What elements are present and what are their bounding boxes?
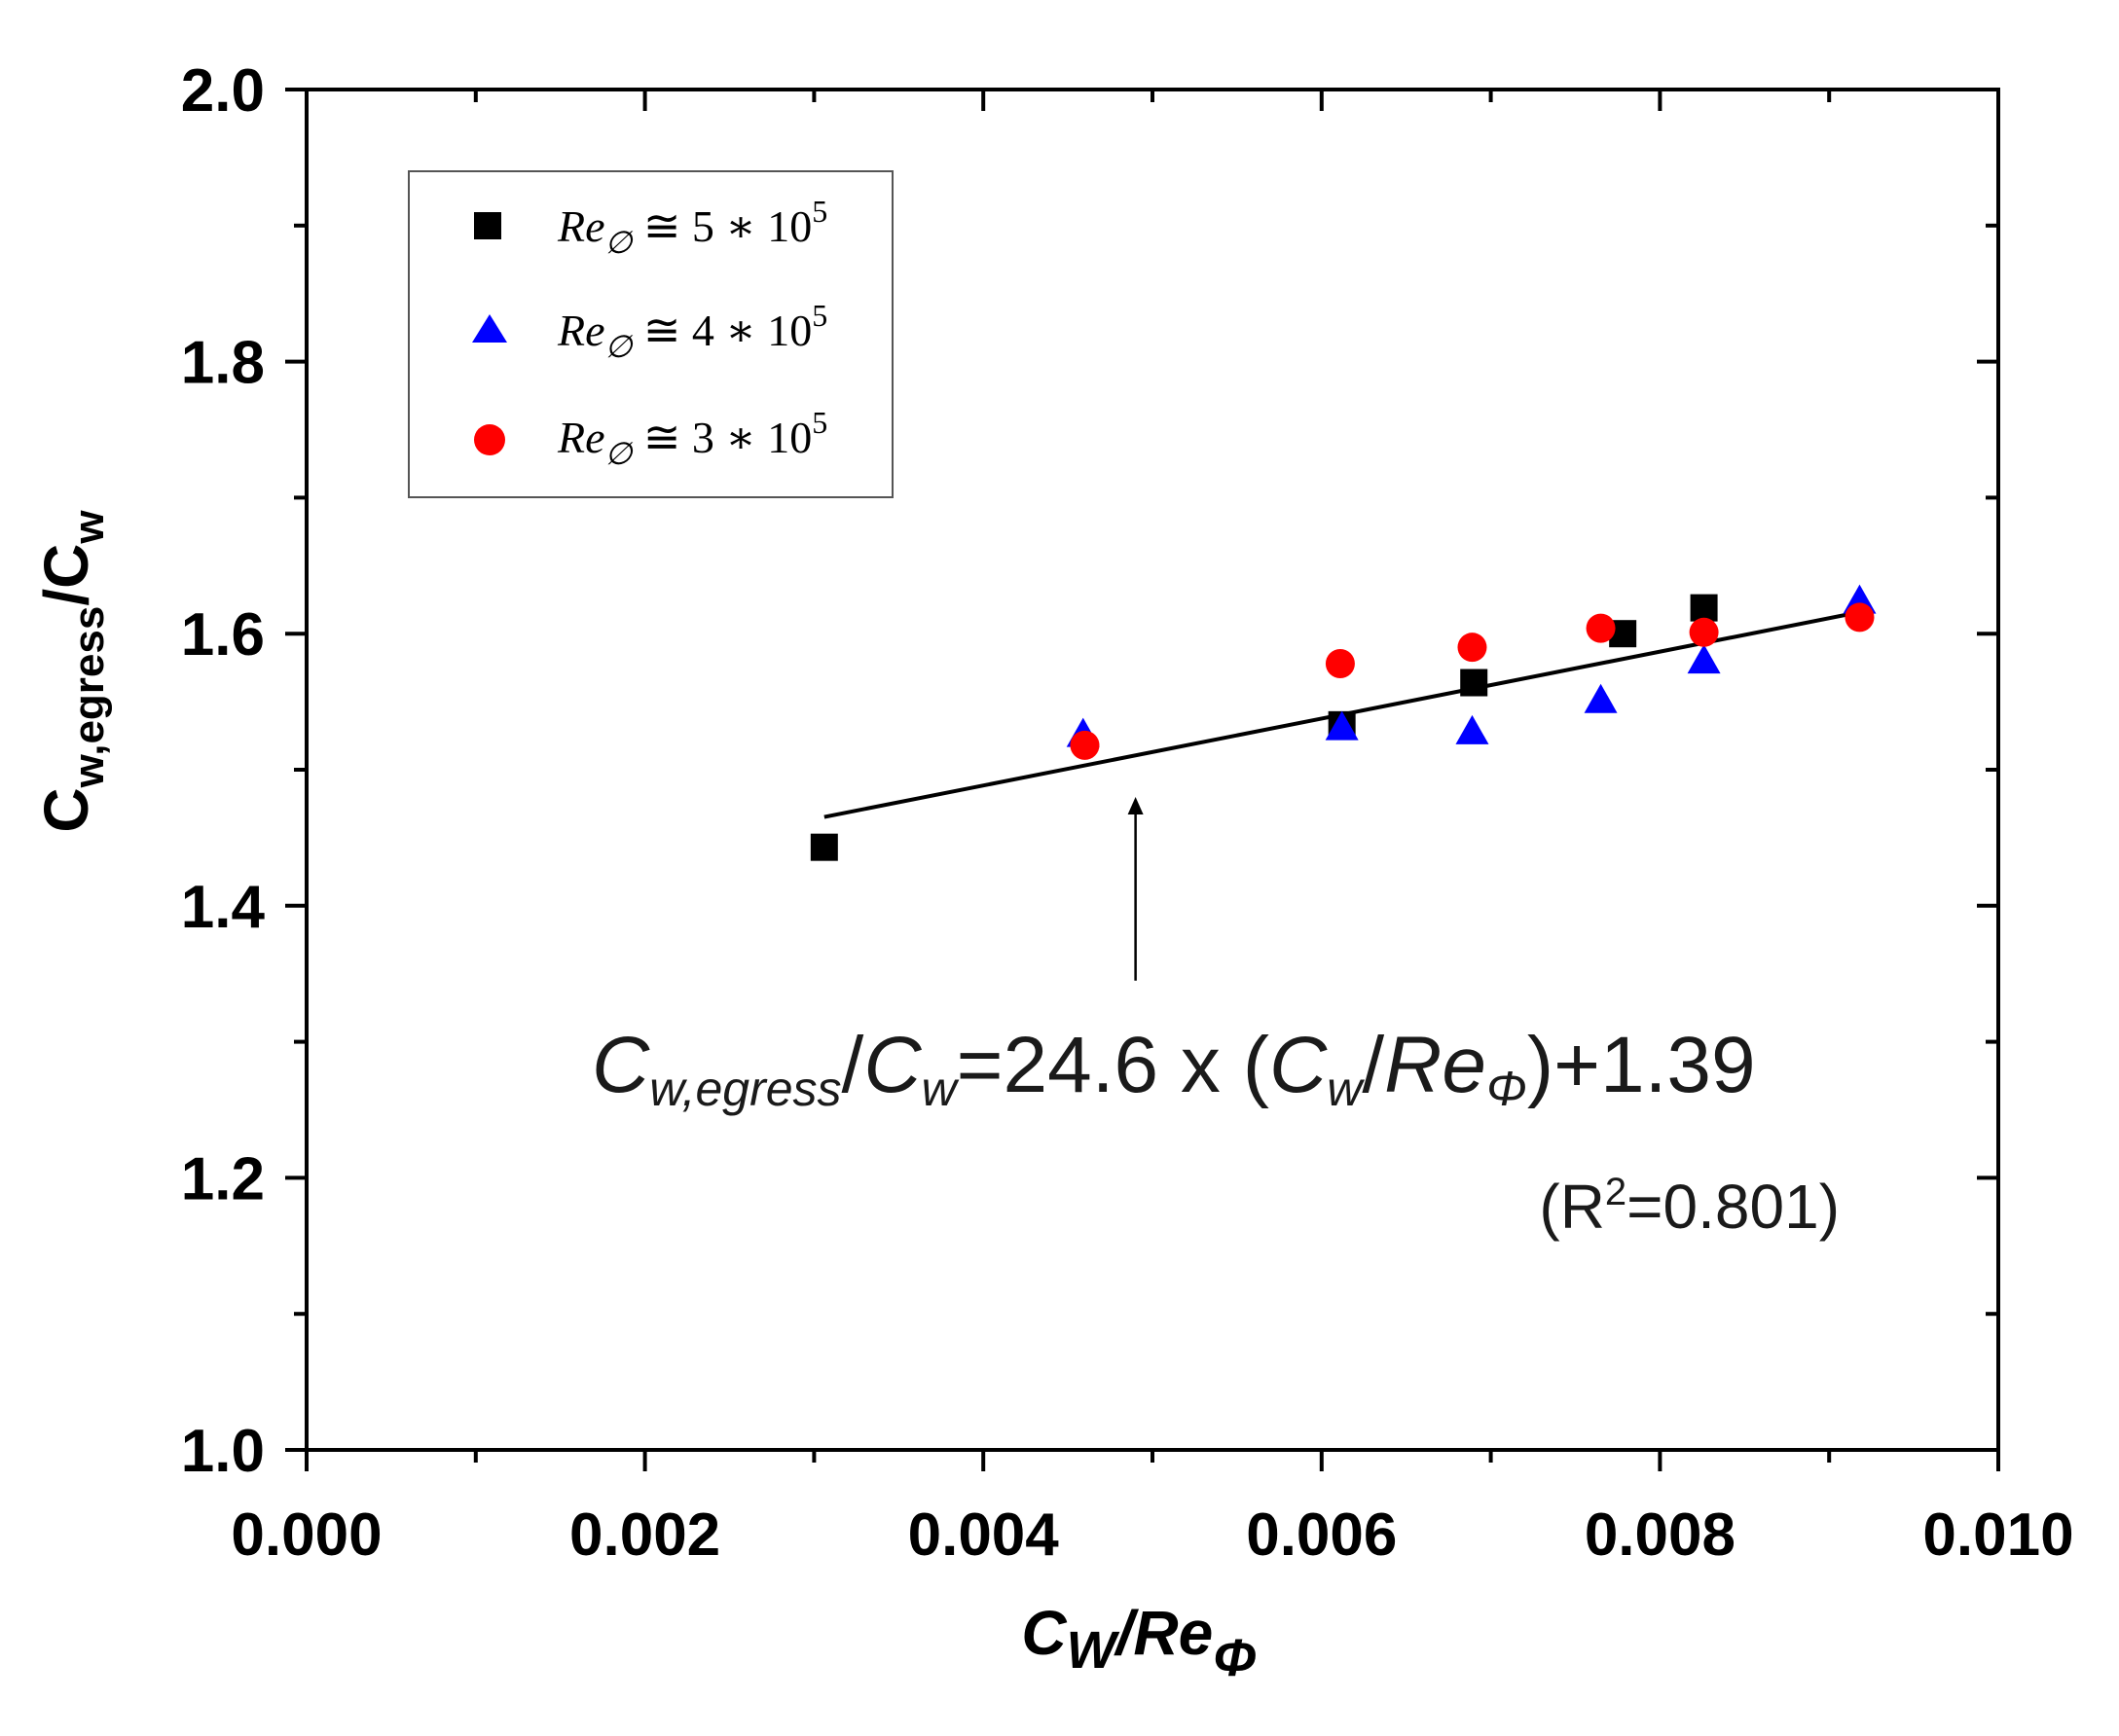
data-point-circle (1070, 730, 1100, 760)
eq-re-sub: Φ (1486, 1062, 1527, 1116)
eq-re: Re (1384, 1021, 1486, 1109)
legend-label-4e5: Re∅ ≅ 4 ∗ 105 (557, 298, 827, 364)
eq-c2-sub: w (922, 1062, 960, 1116)
legend-label-5e5-base: Re (557, 201, 605, 251)
x-axis-title-sub2: Φ (1213, 1629, 1256, 1687)
data-point-triangle (1584, 683, 1618, 713)
legend-marker-square (474, 212, 501, 239)
y-axis-title: Cw,egress/Cw (31, 510, 113, 833)
data-point-circle (1586, 613, 1616, 643)
y-tick-label: 1.0 (181, 1418, 265, 1485)
data-point-square (1460, 669, 1488, 697)
x-tick-label: 0.002 (569, 1501, 720, 1569)
y-axis-title-c: C (31, 787, 101, 832)
x-axis-title: CW/ReΦ (1021, 1598, 1256, 1687)
data-point-square (810, 833, 838, 861)
y-tick-labels: 1.0 1.2 1.4 1.6 1.8 2.0 (181, 57, 266, 1485)
legend-label-5e5-sub: ∅ (605, 225, 635, 260)
legend-marker-triangle (472, 314, 507, 343)
axis-ticks (285, 88, 2000, 1471)
r2-sup: 2 (1605, 1171, 1626, 1213)
r-squared: (R2=0.801) (1539, 1171, 1840, 1242)
data-point-circle (1689, 617, 1719, 647)
eq-mid: =24.6 x ( (957, 1021, 1269, 1109)
x-tick-label: 0.010 (1922, 1501, 2073, 1569)
legend-label-3e5-sub: ∅ (605, 436, 635, 471)
x-axis-title-div: /Re (1114, 1598, 1214, 1668)
legend-label-4e5-base: Re (557, 306, 605, 355)
x-tick-labels: 0.000 0.002 0.004 0.006 0.008 0.010 (231, 1501, 2073, 1569)
data-point-triangle (1455, 714, 1489, 744)
legend-marker-circle (474, 424, 505, 455)
legend-label-3e5: Re∅ ≅ 3 ∗ 105 (557, 405, 827, 471)
data-point-circle (1325, 648, 1355, 678)
y-tick-label: 1.8 (181, 330, 265, 397)
eq-c3-sub: w (1327, 1062, 1365, 1116)
eq-slash1: / (842, 1021, 864, 1109)
data-point-triangle (1687, 644, 1721, 674)
eq-c2: C (863, 1021, 922, 1109)
x-tick-label: 0.004 (908, 1501, 1060, 1569)
legend-label-3e5-sup: 5 (812, 405, 827, 440)
eq-end: )+1.39 (1527, 1021, 1756, 1109)
data-points (810, 584, 1877, 861)
eq-c1: C (592, 1021, 650, 1109)
annotation-arrowhead (1127, 796, 1144, 814)
x-tick-label: 0.000 (231, 1501, 382, 1569)
y-tick-label: 1.6 (181, 601, 265, 669)
eq-c1-sub: w,egress (649, 1062, 841, 1116)
legend-label-4e5-sup: 5 (812, 298, 827, 333)
r2-post: =0.801) (1626, 1172, 1840, 1242)
y-tick-label: 1.2 (181, 1145, 265, 1212)
eq-c3: C (1269, 1021, 1328, 1109)
legend-label-5e5-sup: 5 (812, 194, 827, 229)
legend-label-5e5-rel: ≅ 5 ∗ 10 (632, 201, 812, 251)
fit-equation: Cw,egress/Cw=24.6 x (Cw/ReΦ)+1.39 (592, 1021, 1756, 1116)
legend-label-4e5-sub: ∅ (605, 329, 635, 364)
data-point-triangle (1325, 710, 1359, 741)
x-axis-title-c: C (1021, 1598, 1067, 1668)
y-tick-label: 2.0 (181, 57, 265, 125)
data-point-square (1690, 594, 1718, 622)
x-tick-label: 0.006 (1246, 1501, 1397, 1569)
y-axis-title-sub: w,egress (65, 606, 113, 789)
legend-label-3e5-rel: ≅ 3 ∗ 10 (632, 413, 812, 462)
eq-slash2: / (1362, 1021, 1384, 1109)
legend-label-5e5: Re∅ ≅ 5 ∗ 105 (557, 194, 827, 260)
r2-pre: (R (1539, 1172, 1605, 1242)
legend-label-4e5-rel: ≅ 4 ∗ 10 (632, 306, 812, 355)
legend: Re∅ ≅ 5 ∗ 105 Re∅ ≅ 4 ∗ 105 Re∅ ≅ 3 ∗ 10… (408, 170, 894, 498)
x-tick-label: 0.008 (1585, 1501, 1735, 1569)
legend-label-3e5-base: Re (557, 413, 605, 462)
data-point-circle (1845, 602, 1875, 633)
x-axis-title-sub: W (1067, 1621, 1120, 1680)
data-point-circle (1457, 633, 1487, 663)
y-tick-label: 1.4 (181, 874, 266, 941)
y-axis-title-div: /C (31, 544, 101, 606)
y-axis-title-sub2: w (65, 510, 113, 545)
